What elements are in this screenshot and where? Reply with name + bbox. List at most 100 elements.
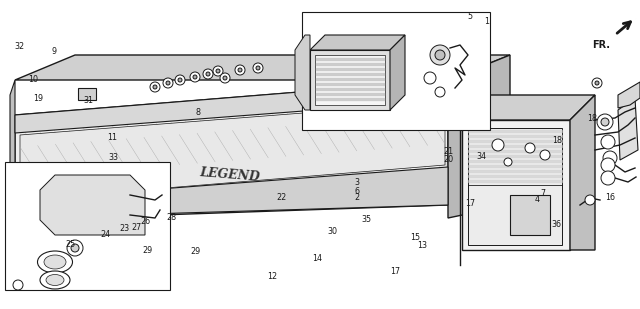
Text: 6: 6 <box>355 187 360 196</box>
Circle shape <box>601 171 615 185</box>
Circle shape <box>13 280 23 290</box>
Text: 28: 28 <box>166 213 177 222</box>
Circle shape <box>525 143 535 153</box>
Bar <box>302 12 490 130</box>
Polygon shape <box>468 128 562 245</box>
Circle shape <box>256 66 260 70</box>
Text: 27: 27 <box>131 222 141 232</box>
Polygon shape <box>315 55 385 105</box>
Polygon shape <box>462 120 570 250</box>
Circle shape <box>603 151 617 165</box>
Text: 17: 17 <box>465 199 476 208</box>
Bar <box>78 88 96 100</box>
Polygon shape <box>15 80 448 220</box>
Polygon shape <box>618 82 640 108</box>
Ellipse shape <box>38 251 72 273</box>
Circle shape <box>206 72 210 76</box>
Circle shape <box>592 78 602 88</box>
Text: 21: 21 <box>443 147 453 156</box>
Polygon shape <box>310 50 390 110</box>
Circle shape <box>150 82 160 92</box>
Circle shape <box>203 69 213 79</box>
Polygon shape <box>20 102 445 200</box>
Circle shape <box>213 66 223 76</box>
Circle shape <box>175 75 185 85</box>
Circle shape <box>597 114 613 130</box>
Circle shape <box>253 63 263 73</box>
Text: 29: 29 <box>190 247 200 256</box>
Text: 32: 32 <box>14 42 24 51</box>
Text: 8: 8 <box>196 108 201 117</box>
Circle shape <box>601 118 609 126</box>
Text: 1: 1 <box>484 17 489 26</box>
Text: 22: 22 <box>276 193 287 202</box>
Text: 14: 14 <box>312 253 322 263</box>
Circle shape <box>435 87 445 97</box>
Polygon shape <box>295 35 310 110</box>
Text: 12: 12 <box>267 272 277 281</box>
Circle shape <box>492 139 504 151</box>
Text: 3: 3 <box>355 178 360 187</box>
Text: 4: 4 <box>535 195 540 204</box>
Circle shape <box>595 81 599 85</box>
Circle shape <box>504 158 512 166</box>
Polygon shape <box>40 175 145 235</box>
Circle shape <box>424 72 436 84</box>
Text: 5: 5 <box>468 12 473 22</box>
Text: 29: 29 <box>142 246 152 255</box>
Polygon shape <box>462 95 595 120</box>
Polygon shape <box>15 80 448 133</box>
Text: 31: 31 <box>83 96 93 105</box>
Circle shape <box>220 73 230 83</box>
Polygon shape <box>310 35 405 50</box>
Text: 36: 36 <box>552 220 562 230</box>
Circle shape <box>193 75 197 79</box>
Circle shape <box>163 78 173 88</box>
Text: 16: 16 <box>605 193 615 202</box>
Circle shape <box>216 69 220 73</box>
Text: 33: 33 <box>109 153 119 162</box>
Ellipse shape <box>40 271 70 289</box>
Text: 25: 25 <box>65 239 76 249</box>
Text: 30: 30 <box>328 226 338 236</box>
Circle shape <box>190 72 200 82</box>
Bar <box>5 162 170 290</box>
Circle shape <box>67 240 83 256</box>
Text: 17: 17 <box>390 267 401 276</box>
Text: 24: 24 <box>100 230 111 239</box>
Text: 2: 2 <box>355 193 360 202</box>
Circle shape <box>178 78 182 82</box>
Circle shape <box>585 195 595 205</box>
Polygon shape <box>618 98 638 160</box>
Bar <box>510 195 550 235</box>
Text: 23: 23 <box>120 224 130 233</box>
Text: 34: 34 <box>476 152 486 162</box>
Polygon shape <box>15 167 448 218</box>
Polygon shape <box>570 95 595 250</box>
Circle shape <box>223 76 227 80</box>
Circle shape <box>430 45 450 65</box>
Circle shape <box>540 150 550 160</box>
Polygon shape <box>448 55 510 218</box>
Ellipse shape <box>44 255 66 269</box>
Polygon shape <box>15 55 510 80</box>
Text: 7: 7 <box>540 188 545 198</box>
Text: LEGEND: LEGEND <box>199 166 260 184</box>
Circle shape <box>153 85 157 89</box>
Text: 26: 26 <box>141 217 151 226</box>
Text: 10: 10 <box>28 75 38 84</box>
Circle shape <box>601 158 615 172</box>
Circle shape <box>238 68 242 72</box>
Circle shape <box>235 65 245 75</box>
Text: 18: 18 <box>552 136 562 145</box>
Text: 15: 15 <box>410 233 420 242</box>
Ellipse shape <box>46 274 64 286</box>
Text: 35: 35 <box>361 215 371 224</box>
Text: 18: 18 <box>587 114 597 124</box>
Circle shape <box>601 135 615 149</box>
Circle shape <box>166 81 170 85</box>
Polygon shape <box>390 35 405 110</box>
Polygon shape <box>10 80 15 235</box>
Text: 11: 11 <box>107 133 117 142</box>
Circle shape <box>435 50 445 60</box>
